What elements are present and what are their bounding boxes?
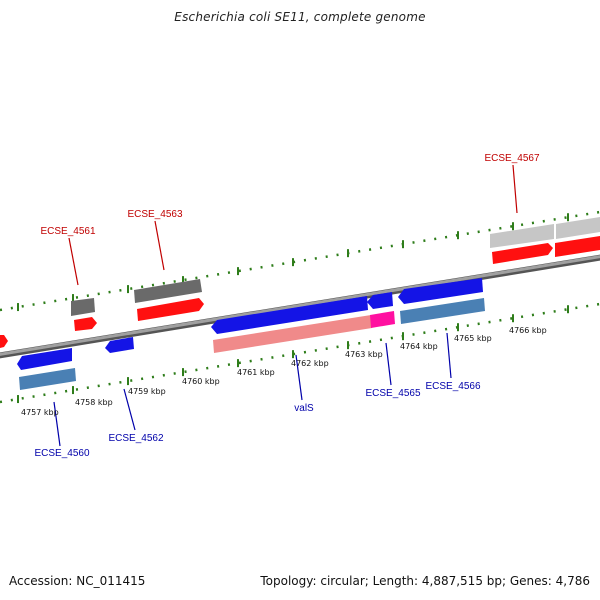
gene-ecse-4561-red[interactable] xyxy=(74,317,97,331)
kbp-label-4758: 4758 kbp xyxy=(75,398,113,407)
accession-text: Accession: NC_011415 xyxy=(9,574,146,588)
kbp-label-4759: 4759 kbp xyxy=(128,387,166,396)
map-title: Escherichia coli SE11, complete genome xyxy=(174,10,426,24)
genome-summary-text: Topology: circular; Length: 4,887,515 bp… xyxy=(260,574,590,588)
gene-ecse-4567-red[interactable] xyxy=(492,243,553,264)
gene-ecse-4563-red[interactable] xyxy=(137,298,204,321)
gene-label-vals: valS xyxy=(294,403,314,414)
gene-ecse-4566-steel[interactable] xyxy=(400,298,485,324)
kbp-label-4762: 4762 kbp xyxy=(291,359,329,368)
kbp-label-4761: 4761 kbp xyxy=(237,368,275,377)
kbp-label-4764: 4764 kbp xyxy=(400,342,438,351)
label-leaders xyxy=(53,164,518,447)
gene-vals-pink[interactable] xyxy=(213,315,372,353)
gene-ecse-4561-gray[interactable] xyxy=(71,298,95,316)
gene-label-ecse-4566: ECSE_4566 xyxy=(425,381,480,392)
gene-label-ecse-4563: ECSE_4563 xyxy=(127,209,182,220)
kbp-label-4766: 4766 kbp xyxy=(509,326,547,335)
gene-ecse-4562-blue[interactable] xyxy=(105,337,134,353)
gene-label-ecse-4567: ECSE_4567 xyxy=(484,153,539,164)
kbp-label-4757: 4757 kbp xyxy=(21,408,59,417)
gene-ecse-4560-blue[interactable] xyxy=(17,348,72,370)
gene-label-ecse-4562: ECSE_4562 xyxy=(108,433,163,444)
kbp-label-4760: 4760 kbp xyxy=(182,377,220,386)
gene-ecse-4565-blue[interactable] xyxy=(367,292,393,309)
backbone xyxy=(0,254,600,359)
gene-label-ecse-4561: ECSE_4561 xyxy=(40,226,95,237)
gene-label-ecse-4560: ECSE_4560 xyxy=(34,448,89,459)
gene-ecse-4567-red-2[interactable] xyxy=(555,236,600,257)
gene-ecse-4566-blue[interactable] xyxy=(398,278,483,304)
gene-label-ecse-4565: ECSE_4565 xyxy=(365,388,420,399)
gene-ecse-4565-magenta[interactable] xyxy=(370,311,395,328)
kbp-label-4763: 4763 kbp xyxy=(345,350,383,359)
gene-left-edge-red[interactable] xyxy=(0,335,8,348)
gene-ecse-4567-lightgray-2[interactable] xyxy=(556,217,600,239)
forward-tick-track xyxy=(0,210,600,312)
kbp-label-4765: 4765 kbp xyxy=(454,334,492,343)
gene-ecse-4560-steel[interactable] xyxy=(19,368,76,390)
gene-ecse-4567-lightgray[interactable] xyxy=(490,224,554,248)
reverse-tick-track xyxy=(0,302,600,404)
major-ticks xyxy=(17,213,569,404)
gene-vals-blue[interactable] xyxy=(211,296,368,334)
gene-ecse-4563-gray[interactable] xyxy=(134,279,202,303)
